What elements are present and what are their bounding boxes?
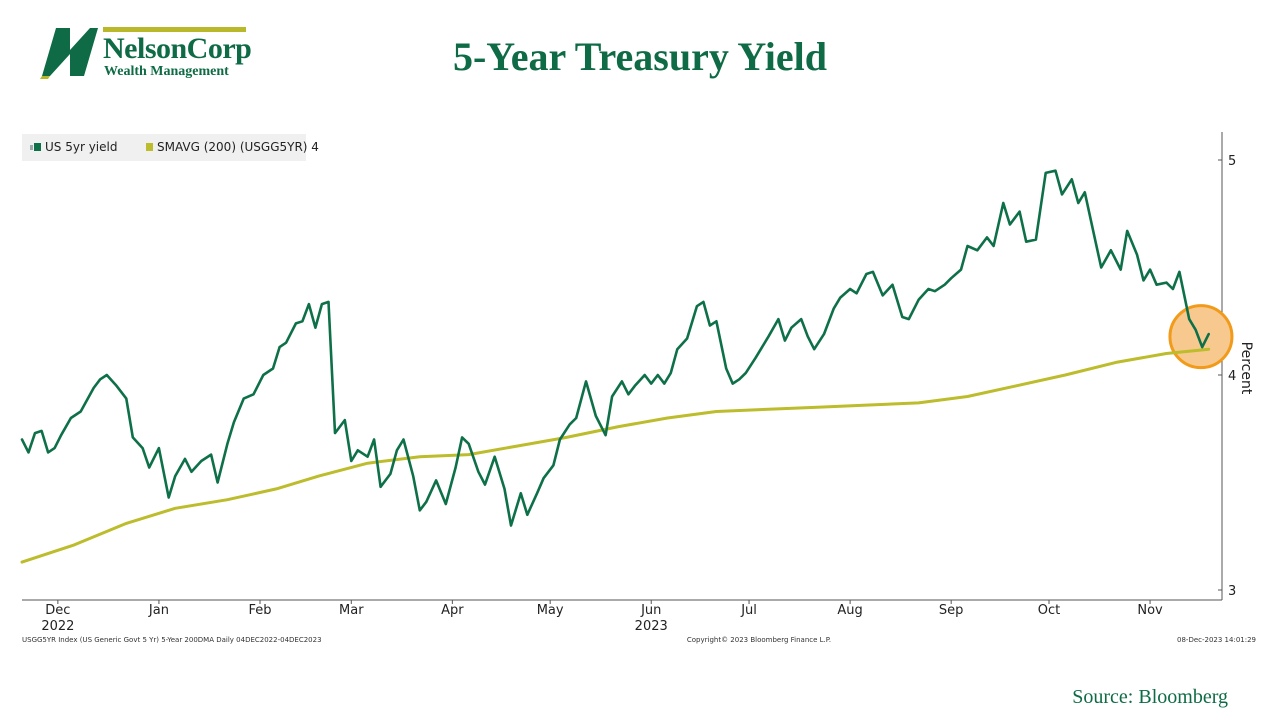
- x-axis-ticks: Dec Jan Feb Mar Apr May Jun Jul Aug Sep Oct Nov 2022…: [41, 600, 1163, 634]
- x-tick-label: Aug: [837, 603, 862, 618]
- logo-name: NelsonCorp: [103, 32, 252, 65]
- footer-index-note: USGG5YR Index (US Generic Govt 5 Yr) 5-Y…: [22, 636, 322, 644]
- logo-n-icon: [40, 28, 98, 79]
- footer-copyright: Copyright© 2023 Bloomberg Finance L.P.: [687, 636, 831, 644]
- x-tick-label: Jun: [640, 603, 661, 618]
- logo-accent-bar: [103, 27, 246, 32]
- x-tick-label: Oct: [1038, 603, 1060, 618]
- x-tick-label: Nov: [1137, 603, 1163, 618]
- y-tick-label: 4: [1228, 369, 1236, 384]
- x-tick-label: Dec: [45, 603, 70, 618]
- x-tick-label: Jan: [148, 603, 169, 618]
- x-year-label: 2022: [41, 619, 74, 634]
- x-tick-label: Jul: [740, 603, 757, 618]
- legend-label: US 5yr yield: [45, 140, 117, 154]
- highlight-circle: [1168, 304, 1234, 370]
- x-tick-label: Apr: [441, 603, 464, 618]
- yield-series-line: [20, 169, 1210, 527]
- legend-marker: [30, 145, 33, 150]
- logo-subtitle: Wealth Management: [104, 64, 229, 79]
- legend-swatch: [146, 143, 153, 151]
- x-tick-label: Sep: [939, 603, 964, 618]
- y-axis-label: Percent: [1238, 342, 1254, 395]
- y-tick-label: 5: [1228, 154, 1236, 169]
- x-tick-label: Mar: [339, 603, 364, 618]
- x-year-label: 2023: [635, 619, 668, 634]
- highlight-layer: [1168, 304, 1234, 370]
- legend: US 5yr yield SMAVG (200) (USGG5YR) 4: [30, 140, 319, 154]
- nelsoncorp-logo: NelsonCorp Wealth Management: [40, 26, 252, 80]
- sma-series-line: [20, 347, 1211, 564]
- series-layer: [20, 169, 1211, 564]
- x-tick-label: May: [537, 603, 564, 618]
- legend-box: [22, 134, 306, 161]
- source-note: Source: Bloomberg: [1072, 686, 1228, 708]
- legend-label: SMAVG (200) (USGG5YR) 4: [157, 140, 319, 154]
- legend-swatch: [34, 143, 41, 151]
- footer-timestamp: 08-Dec-2023 14:01:29: [1177, 636, 1256, 644]
- page-title: 5-Year Treasury Yield: [452, 34, 828, 79]
- x-tick-label: Feb: [248, 603, 271, 618]
- y-axis-ticks: 5 4 3: [1218, 154, 1236, 599]
- y-tick-label: 3: [1228, 584, 1236, 599]
